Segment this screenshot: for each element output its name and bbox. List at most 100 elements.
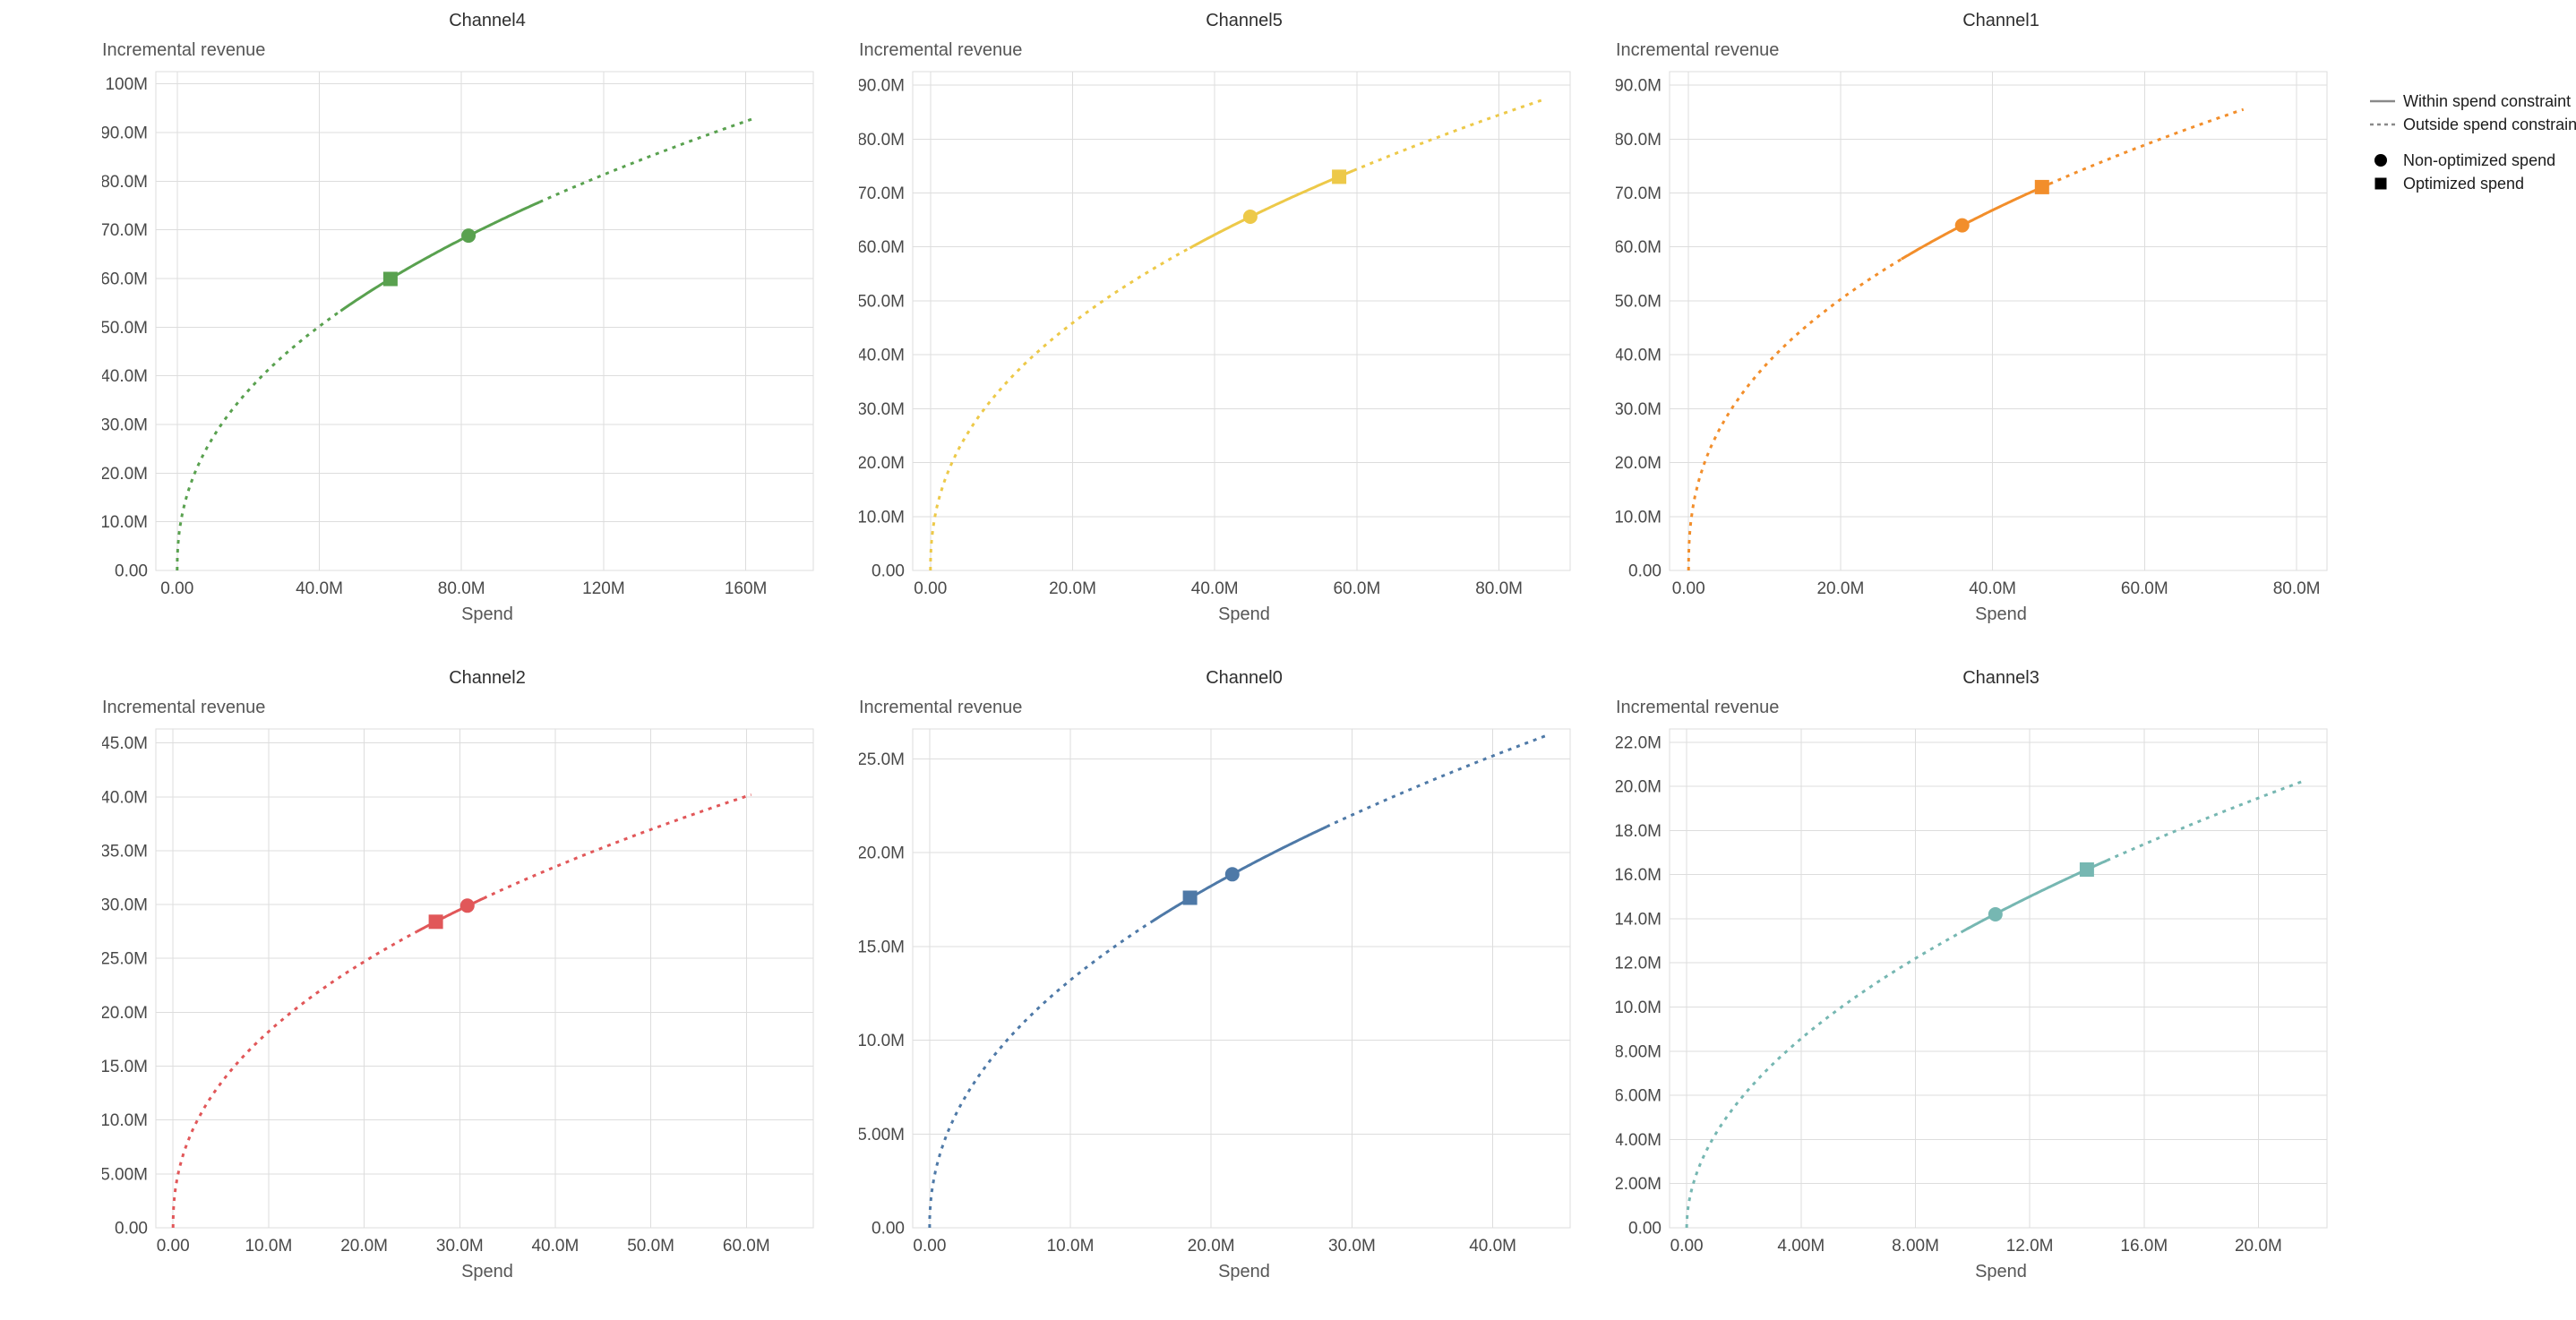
chart-channel2: Channel2 Incremental revenue 0.00 10.0M 20… — [102, 666, 819, 1282]
y-tick-label: 80.0M — [859, 131, 905, 150]
curve-within-constraint — [1149, 825, 1327, 924]
curve-outside-constraint — [538, 117, 754, 203]
non-optimized-spend-marker — [461, 228, 477, 244]
curve-outside-constraint — [928, 921, 1152, 1228]
curve-outside-constraint — [1685, 930, 1962, 1229]
y-tick-label: 12.0M — [1616, 955, 1662, 973]
x-tick-label: 0.00 — [1672, 579, 1705, 598]
x-tick-label: 16.0M — [2120, 1237, 2168, 1256]
y-tick-label: 35.0M — [102, 842, 148, 861]
y-tick-label: 10.0M — [1616, 508, 1662, 527]
curve-outside-constraint — [1687, 258, 1902, 571]
optimized-spend-marker — [1332, 169, 1347, 184]
x-tick-label: 10.0M — [245, 1237, 292, 1256]
plot-channel3: 0.00 4.00M 8.00M 12.0M 16.0M 20.0M 0.00 2.00M 4.… — [1616, 728, 2328, 1256]
y-tick-label: 20.0M — [859, 454, 905, 473]
y-tick-label: 50.0M — [102, 319, 148, 338]
y-tick-label: 40.0M — [102, 788, 148, 807]
chart-title: Channel3 — [1962, 668, 2039, 688]
y-tick-label: 20.0M — [102, 1004, 148, 1023]
y-tick-label: 40.0M — [102, 367, 148, 386]
y-tick-label: 40.0M — [1616, 347, 1662, 365]
chart-title: Channel5 — [1206, 11, 1283, 30]
x-tick-label: 40.0M — [1469, 1237, 1516, 1256]
plot-channel2: 0.00 10.0M 20.0M 30.0M 40.0M 50.0M 60.0M 0.00 5.… — [102, 728, 814, 1256]
y-tick-label: 25.0M — [102, 950, 148, 969]
curve-outside-constraint — [2048, 107, 2245, 185]
non-optimized-spend-marker — [1224, 867, 1240, 882]
chart-title: Channel0 — [1206, 668, 1283, 688]
plot-border — [912, 728, 1571, 1229]
x-tick-label: 0.00 — [914, 579, 947, 598]
chart-channel5: Channel5 Incremental revenue 0.00 20.0M 40… — [859, 9, 1576, 625]
x-tick-label: 12.0M — [2006, 1237, 2054, 1256]
response-curves-grid: Channel4 Incremental revenue 0.00 40.0M 80… — [102, 9, 2332, 1282]
solid-line-icon — [2370, 99, 2395, 103]
curve-outside-constraint — [929, 246, 1191, 571]
y-tick-label: 14.0M — [1616, 911, 1662, 930]
y-tick-label: 20.0M — [1616, 454, 1662, 473]
x-tick-label: 80.0M — [1475, 579, 1523, 598]
chart-channel1: Channel1 Incremental revenue 0.00 20.0M 40… — [1616, 9, 2332, 625]
x-tick-label: 120M — [582, 579, 625, 598]
y-tick-label: 10.0M — [102, 1111, 148, 1130]
x-tick-label: 40.0M — [1191, 579, 1239, 598]
y-axis-title: Incremental revenue — [1616, 698, 1780, 717]
x-tick-label: 40.0M — [531, 1237, 579, 1256]
circle-marker-icon — [2374, 154, 2387, 167]
y-axis-title: Incremental revenue — [859, 40, 1023, 60]
y-tick-label: 70.0M — [859, 184, 905, 203]
optimized-spend-marker — [382, 271, 398, 287]
x-tick-label: 0.00 — [913, 1237, 946, 1256]
y-tick-label: 80.0M — [102, 173, 148, 192]
x-tick-label: 50.0M — [627, 1237, 674, 1256]
y-tick-label: 45.0M — [102, 734, 148, 753]
y-tick-label: 0.00 — [115, 1220, 148, 1239]
curve-outside-constraint — [1326, 733, 1550, 828]
x-tick-label: 0.00 — [157, 1237, 190, 1256]
y-tick-label: 60.0M — [859, 238, 905, 257]
y-tick-label: 80.0M — [1616, 131, 1662, 150]
y-tick-label: 5.00M — [859, 1126, 905, 1144]
x-tick-label: 30.0M — [1328, 1237, 1376, 1256]
x-tick-label: 0.00 — [1670, 1237, 1704, 1256]
chart-title: Channel4 — [449, 11, 526, 30]
y-axis-title: Incremental revenue — [102, 40, 266, 60]
plot-channel1: 0.00 20.0M 40.0M 60.0M 80.0M 0.00 10.0M 20.0M 30… — [1616, 71, 2328, 598]
y-tick-label: 30.0M — [859, 400, 905, 419]
x-tick-label: 20.0M — [1049, 579, 1096, 598]
y-tick-label: 10.0M — [1616, 999, 1662, 1017]
y-tick-label: 30.0M — [102, 896, 148, 915]
y-tick-label: 70.0M — [1616, 184, 1662, 203]
y-tick-label: 20.0M — [1616, 778, 1662, 797]
y-tick-label: 25.0M — [859, 750, 905, 769]
x-tick-label: 40.0M — [1969, 579, 2016, 598]
y-tick-label: 60.0M — [102, 270, 148, 289]
legend-label: Outside spend constraint — [2403, 115, 2576, 133]
y-tick-label: 10.0M — [859, 1032, 905, 1050]
x-tick-label: 40.0M — [296, 579, 343, 598]
square-marker-icon — [2374, 177, 2387, 190]
legend-item-within-constraint: Within spend constraint — [2369, 90, 2576, 113]
y-tick-label: 2.00M — [1616, 1175, 1662, 1194]
optimized-spend-marker — [428, 914, 443, 930]
y-tick-label: 0.00 — [872, 1220, 905, 1239]
y-tick-label: 18.0M — [1616, 822, 1662, 841]
x-axis-title: Spend — [1218, 1262, 1270, 1281]
y-tick-label: 0.00 — [115, 562, 148, 581]
y-tick-label: 15.0M — [859, 938, 905, 956]
y-axis-title: Incremental revenue — [102, 698, 266, 717]
x-axis-title: Spend — [1975, 604, 2027, 624]
plot-border — [1669, 71, 2328, 571]
plot-channel5: 0.00 20.0M 40.0M 60.0M 80.0M 0.00 10.0M 20.0M 30… — [859, 71, 1571, 598]
non-optimized-spend-marker — [1954, 218, 1970, 233]
x-tick-label: 160M — [725, 579, 768, 598]
chart-title: Channel2 — [449, 668, 526, 688]
x-tick-label: 0.00 — [160, 579, 193, 598]
x-tick-label: 30.0M — [436, 1237, 484, 1256]
x-axis-title: Spend — [1975, 1262, 2027, 1281]
optimized-spend-marker — [2079, 862, 2094, 877]
x-tick-label: 80.0M — [438, 579, 485, 598]
y-tick-label: 10.0M — [102, 513, 148, 532]
plot-border — [155, 71, 814, 571]
